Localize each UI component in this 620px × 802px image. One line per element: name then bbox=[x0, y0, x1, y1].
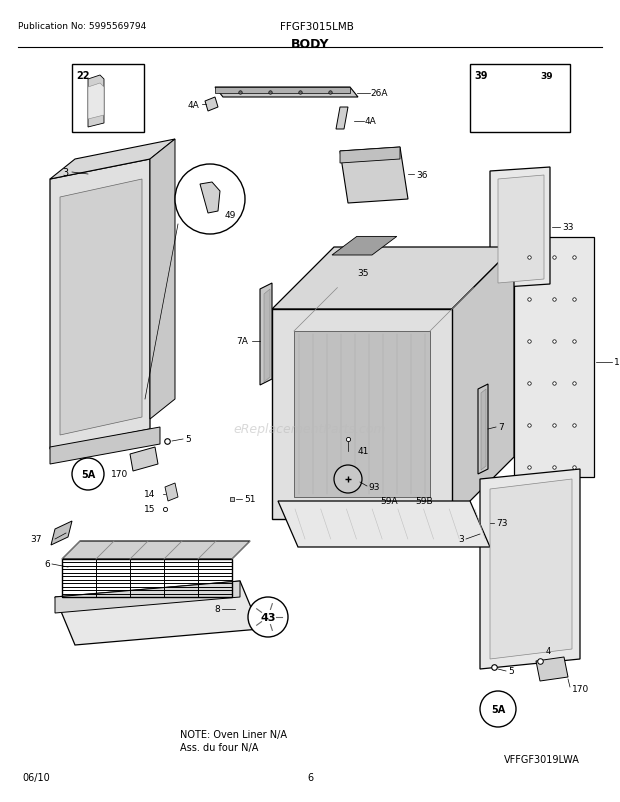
Polygon shape bbox=[272, 248, 514, 310]
Polygon shape bbox=[481, 390, 486, 471]
Polygon shape bbox=[536, 657, 568, 681]
Polygon shape bbox=[62, 541, 250, 559]
Polygon shape bbox=[50, 140, 175, 180]
Polygon shape bbox=[272, 310, 452, 520]
Bar bbox=[72, 65, 144, 133]
Circle shape bbox=[248, 597, 288, 638]
Text: 22: 22 bbox=[76, 71, 89, 81]
Polygon shape bbox=[514, 237, 594, 477]
Text: 59A: 59A bbox=[380, 497, 397, 506]
Text: 170: 170 bbox=[112, 470, 128, 479]
Polygon shape bbox=[50, 160, 150, 449]
Polygon shape bbox=[260, 284, 272, 386]
Polygon shape bbox=[60, 180, 142, 435]
Text: 5: 5 bbox=[185, 435, 191, 444]
Polygon shape bbox=[215, 88, 350, 94]
Text: BODY: BODY bbox=[291, 38, 329, 51]
Polygon shape bbox=[332, 237, 397, 256]
Text: Publication No: 5995569794: Publication No: 5995569794 bbox=[18, 22, 146, 31]
Text: 93: 93 bbox=[368, 483, 379, 492]
Circle shape bbox=[334, 465, 362, 493]
Bar bbox=[470, 65, 570, 133]
Polygon shape bbox=[294, 331, 430, 497]
Text: Ass. du four N/A: Ass. du four N/A bbox=[180, 742, 259, 752]
Text: FFGF3015LMB: FFGF3015LMB bbox=[280, 22, 354, 32]
Polygon shape bbox=[55, 581, 240, 614]
Polygon shape bbox=[490, 168, 550, 289]
Text: 36: 36 bbox=[416, 170, 428, 180]
Polygon shape bbox=[150, 140, 175, 419]
Polygon shape bbox=[215, 88, 358, 98]
Text: 73: 73 bbox=[496, 519, 508, 528]
Polygon shape bbox=[200, 183, 220, 214]
Text: NOTE: Oven Liner N/A: NOTE: Oven Liner N/A bbox=[180, 729, 287, 739]
Text: 59B: 59B bbox=[415, 497, 433, 506]
Polygon shape bbox=[88, 76, 104, 128]
Text: 35: 35 bbox=[357, 269, 369, 278]
Polygon shape bbox=[130, 448, 158, 472]
Polygon shape bbox=[452, 248, 514, 520]
Text: 51: 51 bbox=[244, 495, 255, 504]
Polygon shape bbox=[498, 176, 544, 284]
Text: 33: 33 bbox=[562, 223, 574, 233]
Polygon shape bbox=[51, 521, 72, 545]
Polygon shape bbox=[340, 148, 400, 164]
Polygon shape bbox=[480, 469, 580, 669]
Text: 43: 43 bbox=[260, 612, 276, 622]
Text: 6: 6 bbox=[307, 772, 313, 782]
Text: eReplacementParts.com: eReplacementParts.com bbox=[234, 423, 386, 436]
Text: 14: 14 bbox=[144, 490, 155, 499]
Text: 41: 41 bbox=[358, 447, 370, 456]
Text: 15: 15 bbox=[143, 505, 155, 514]
Polygon shape bbox=[50, 427, 160, 464]
Polygon shape bbox=[205, 98, 218, 111]
Text: 06/10: 06/10 bbox=[22, 772, 50, 782]
Text: 7: 7 bbox=[498, 423, 503, 432]
Text: VFFGF3019LWA: VFFGF3019LWA bbox=[504, 754, 580, 764]
Text: 4A: 4A bbox=[365, 117, 377, 127]
Text: 39: 39 bbox=[540, 72, 552, 81]
Text: 39: 39 bbox=[474, 71, 487, 81]
Polygon shape bbox=[264, 290, 270, 383]
Circle shape bbox=[72, 459, 104, 490]
Text: 5A: 5A bbox=[491, 704, 505, 714]
Text: 3: 3 bbox=[458, 535, 464, 544]
Polygon shape bbox=[336, 107, 348, 130]
Polygon shape bbox=[478, 384, 488, 475]
Polygon shape bbox=[165, 484, 178, 501]
Text: 4: 4 bbox=[546, 646, 551, 656]
Text: 1: 1 bbox=[614, 358, 620, 367]
Polygon shape bbox=[490, 480, 572, 659]
Text: 8: 8 bbox=[215, 605, 220, 614]
Polygon shape bbox=[278, 501, 490, 547]
Circle shape bbox=[480, 691, 516, 727]
Text: 7A: 7A bbox=[236, 337, 248, 346]
Text: 37: 37 bbox=[30, 535, 42, 544]
Polygon shape bbox=[340, 148, 408, 204]
Text: 26A: 26A bbox=[370, 89, 388, 99]
Text: 6: 6 bbox=[44, 560, 50, 569]
Polygon shape bbox=[55, 581, 260, 645]
Polygon shape bbox=[88, 84, 104, 119]
Text: 49: 49 bbox=[225, 210, 236, 219]
Text: 5: 5 bbox=[508, 666, 514, 675]
Text: 3: 3 bbox=[62, 168, 68, 178]
Circle shape bbox=[175, 164, 245, 235]
Text: 4A: 4A bbox=[187, 100, 199, 109]
Text: 5A: 5A bbox=[81, 469, 95, 480]
Text: 170: 170 bbox=[572, 685, 589, 694]
